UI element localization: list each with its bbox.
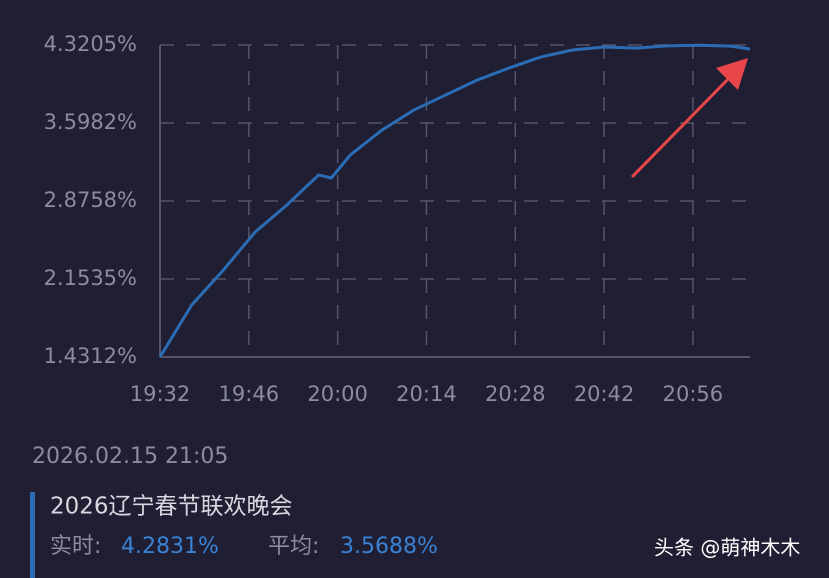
legend-bar [30, 492, 35, 578]
y-tick-label: 2.1535% [44, 266, 137, 290]
plot [158, 43, 751, 358]
current-value: 4.2831% [121, 534, 219, 559]
grid [159, 44, 750, 358]
arrow [630, 58, 748, 179]
current-label: 实时: [50, 534, 101, 559]
y-tick-label: 4.3205% [44, 32, 137, 56]
arrow-head [716, 58, 748, 90]
x-tick-label: 19:32 [130, 382, 191, 406]
x-tick-label: 20:00 [307, 382, 368, 406]
x-tick-label: 19:46 [219, 382, 280, 406]
y-tick-label: 3.5982% [44, 110, 137, 134]
series-line [158, 43, 751, 358]
average-value: 3.5688% [340, 534, 438, 559]
average-label: 平均: [268, 534, 319, 559]
watermark: 头条 @萌神木木 [654, 536, 800, 560]
x-tick-label: 20:14 [396, 382, 457, 406]
legend-title: 2026辽宁春节联欢晚会 [50, 494, 293, 520]
y-tick-label: 1.4312% [44, 344, 137, 368]
x-tick-label: 20:42 [574, 382, 635, 406]
arrow-shaft [630, 70, 737, 179]
timestamp: 2026.02.15 21:05 [32, 444, 228, 469]
x-tick-label: 20:56 [663, 382, 724, 406]
y-tick-label: 2.8758% [44, 188, 137, 212]
x-tick-label: 20:28 [485, 382, 546, 406]
